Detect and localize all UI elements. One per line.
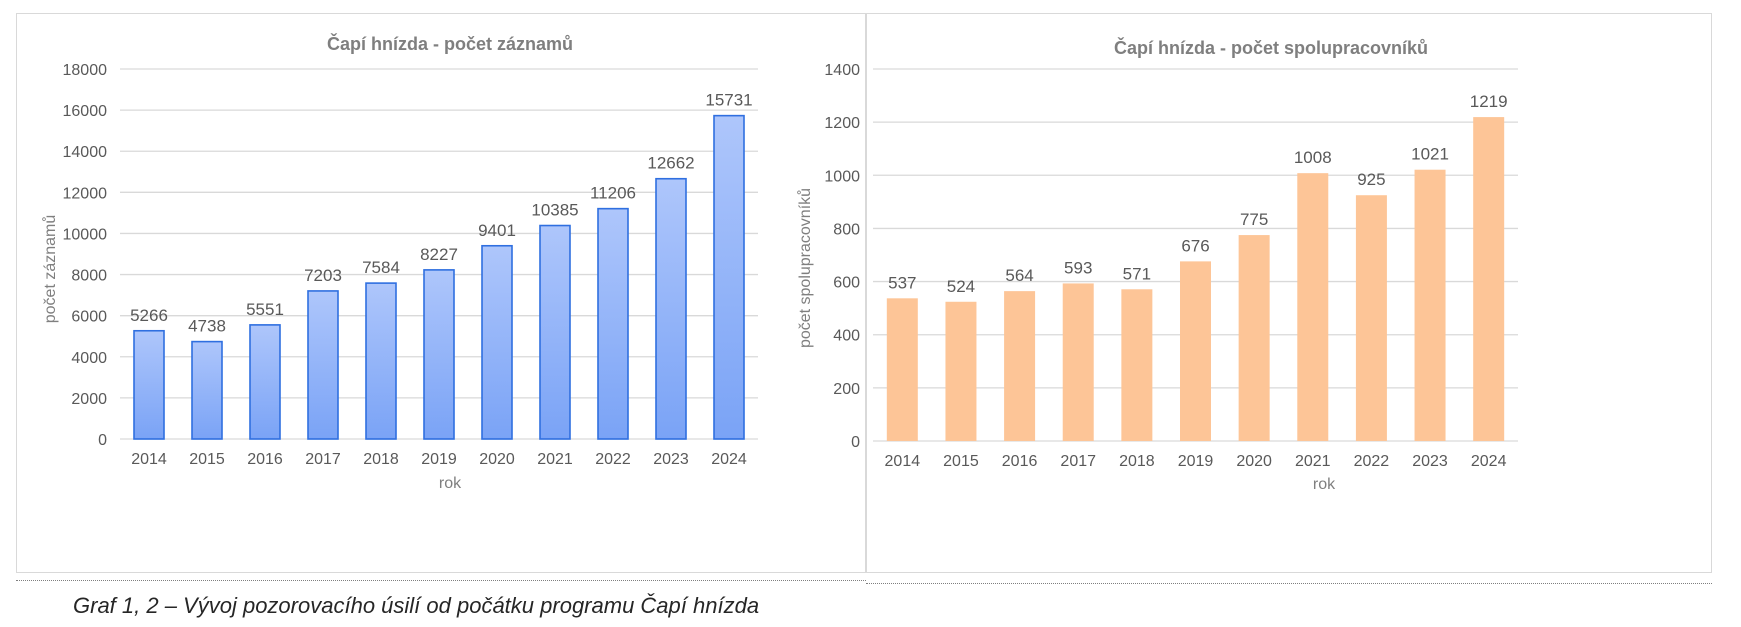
bar-2017 bbox=[1062, 283, 1094, 441]
bar-2019 bbox=[423, 269, 455, 440]
y-tick-label: 600 bbox=[833, 275, 860, 292]
data-label-2023: 12662 bbox=[647, 154, 694, 173]
bar-2024 bbox=[1473, 117, 1505, 441]
data-label-2024: 15731 bbox=[705, 91, 752, 110]
x-tick-label-2020: 2020 bbox=[479, 451, 515, 468]
x-tick-label-2023: 2023 bbox=[1412, 453, 1448, 470]
bar-2014 bbox=[886, 298, 918, 441]
bar-2023 bbox=[1414, 169, 1446, 441]
x-axis-label: rok bbox=[1313, 476, 1336, 493]
x-tick-label-2014: 2014 bbox=[131, 451, 167, 468]
y-tick-label: 200 bbox=[833, 381, 860, 398]
data-label-2022: 925 bbox=[1357, 170, 1385, 189]
bar-2022 bbox=[1355, 195, 1387, 441]
bar-2014 bbox=[133, 329, 165, 440]
x-tick-label-2023: 2023 bbox=[653, 451, 689, 468]
x-tick-label-2014: 2014 bbox=[885, 453, 921, 470]
y-tick-label: 12000 bbox=[63, 185, 108, 202]
data-label-2024: 1219 bbox=[1470, 92, 1508, 111]
x-tick-label-2021: 2021 bbox=[1295, 453, 1331, 470]
x-tick-label-2016: 2016 bbox=[247, 451, 283, 468]
bar-2016 bbox=[1004, 291, 1036, 441]
x-tick-label-2018: 2018 bbox=[1119, 453, 1155, 470]
data-label-2014: 5266 bbox=[130, 306, 168, 325]
divider-line bbox=[866, 583, 1712, 584]
data-label-2020: 9401 bbox=[478, 221, 516, 240]
y-tick-label: 1200 bbox=[824, 115, 860, 132]
data-label-2014: 537 bbox=[888, 273, 916, 292]
y-tick-label: 1400 bbox=[824, 62, 860, 79]
y-tick-label: 1000 bbox=[824, 168, 860, 185]
figure-caption: Graf 1, 2 – Vývoj pozorovacího úsilí od … bbox=[73, 593, 760, 618]
bar-2022 bbox=[597, 207, 629, 440]
bar-2023 bbox=[655, 177, 687, 440]
x-tick-label-2022: 2022 bbox=[595, 451, 631, 468]
data-label-2023: 1021 bbox=[1411, 145, 1449, 164]
x-tick-label-2018: 2018 bbox=[363, 451, 399, 468]
bar-2020 bbox=[481, 244, 513, 440]
y-axis-label: počet záznamů bbox=[41, 215, 59, 324]
chart-title: Čapí hnízda - počet spolupracovníků bbox=[1114, 37, 1428, 58]
bar-2021 bbox=[539, 224, 571, 440]
x-tick-label-2024: 2024 bbox=[711, 451, 747, 468]
bar-2017 bbox=[307, 290, 339, 440]
y-tick-label: 14000 bbox=[63, 144, 108, 161]
y-tick-label: 0 bbox=[98, 432, 107, 449]
data-label-2021: 1008 bbox=[1294, 148, 1332, 167]
y-axis-label: počet spolupracovníků bbox=[796, 188, 814, 348]
bar-2015 bbox=[945, 301, 977, 441]
x-tick-label-2017: 2017 bbox=[1060, 453, 1096, 470]
y-tick-label: 16000 bbox=[63, 103, 108, 120]
y-tick-label: 10000 bbox=[63, 226, 108, 243]
bar-2016 bbox=[249, 324, 281, 440]
x-tick-label-2017: 2017 bbox=[305, 451, 341, 468]
data-label-2018: 7584 bbox=[362, 258, 400, 277]
x-tick-label-2016: 2016 bbox=[1002, 453, 1038, 470]
chart-collaborators: Čapí hnízda - počet spolupracovníků 537 5… bbox=[796, 37, 1518, 493]
bar-2018 bbox=[1121, 289, 1153, 441]
bar-2015 bbox=[191, 340, 223, 440]
bar-2021 bbox=[1297, 173, 1329, 441]
y-tick-label: 2000 bbox=[71, 391, 107, 408]
chart-title: Čapí hnízda - počet záznamů bbox=[327, 33, 573, 54]
bar-2018 bbox=[365, 282, 397, 440]
data-label-2015: 524 bbox=[947, 277, 975, 296]
y-tick-label: 6000 bbox=[71, 309, 107, 326]
data-label-2019: 676 bbox=[1181, 236, 1209, 255]
y-tick-label: 800 bbox=[833, 221, 860, 238]
x-tick-label-2020: 2020 bbox=[1236, 453, 1272, 470]
chart-panel-records: Čapí hnízda - počet záznamů 5266 4738 5551… bbox=[16, 13, 866, 573]
data-label-2017: 593 bbox=[1064, 258, 1092, 277]
chart-records: Čapí hnízda - počet záznamů 5266 4738 5551… bbox=[41, 33, 758, 492]
data-label-2022: 11206 bbox=[590, 184, 636, 203]
x-tick-label-2024: 2024 bbox=[1471, 453, 1507, 470]
y-tick-label: 400 bbox=[833, 328, 860, 345]
y-tick-label: 0 bbox=[851, 434, 860, 451]
x-tick-label-2022: 2022 bbox=[1354, 453, 1390, 470]
x-tick-label-2015: 2015 bbox=[943, 453, 979, 470]
data-label-2016: 564 bbox=[1005, 266, 1033, 285]
data-label-2016: 5551 bbox=[246, 300, 284, 319]
data-label-2020: 775 bbox=[1240, 210, 1268, 229]
x-axis-label: rok bbox=[439, 475, 462, 492]
chart-panel-collaborators: Čapí hnízda - počet spolupracovníků 537 5… bbox=[796, 13, 1712, 573]
x-tick-label-2021: 2021 bbox=[537, 451, 573, 468]
divider-line bbox=[16, 580, 866, 581]
data-label-2015: 4738 bbox=[188, 317, 226, 336]
data-label-2019: 8227 bbox=[420, 245, 458, 264]
bar-2020 bbox=[1238, 235, 1270, 441]
bar-2024 bbox=[713, 114, 745, 440]
x-tick-label-2019: 2019 bbox=[1178, 453, 1214, 470]
y-tick-label: 4000 bbox=[71, 350, 107, 367]
x-tick-label-2019: 2019 bbox=[421, 451, 457, 468]
bar-2019 bbox=[1180, 261, 1211, 441]
data-label-2021: 10385 bbox=[531, 201, 578, 220]
x-tick-label-2015: 2015 bbox=[189, 451, 225, 468]
y-tick-label: 8000 bbox=[71, 268, 107, 285]
data-label-2017: 7203 bbox=[304, 266, 342, 285]
y-tick-label: 18000 bbox=[63, 62, 108, 79]
data-label-2018: 571 bbox=[1123, 264, 1151, 283]
